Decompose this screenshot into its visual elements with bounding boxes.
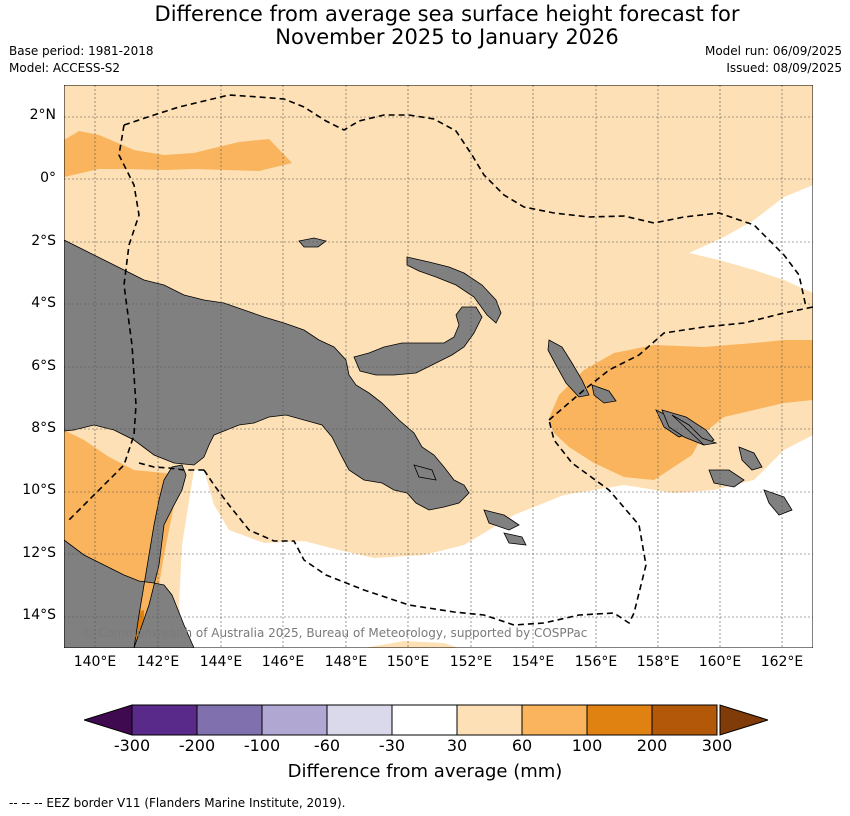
lat-label-0: 0°	[40, 170, 56, 186]
colorbar	[84, 704, 768, 736]
lat-label-4s: 4°S	[31, 295, 56, 311]
vanuatu-islands	[708, 446, 793, 516]
colorbar-tick: -30	[378, 736, 406, 755]
lat-label-2n: 2°N	[29, 107, 56, 123]
colorbar-bin	[261, 704, 328, 736]
lat-label-6s: 6°S	[31, 358, 56, 374]
lon-label-152e: 152°E	[449, 654, 493, 670]
colorbar-bin	[131, 704, 198, 736]
model-run-text: Model run: 06/09/2025	[704, 44, 842, 58]
colorbar-max-arrow	[719, 704, 768, 736]
anomaly-60-100-north	[64, 131, 292, 177]
title-line-1: Difference from average sea surface heig…	[154, 2, 740, 26]
title-line-2: November 2025 to January 2026	[275, 25, 619, 49]
colorbar-tick: 300	[701, 736, 733, 755]
lon-label-158e: 158°E	[636, 654, 680, 670]
meta-left: Base period: 1981-2018 Model: ACCESS-S2	[9, 43, 154, 77]
colorbar-bin	[456, 704, 523, 736]
colorbar-tick: -200	[178, 736, 216, 755]
colorbar-bin	[521, 704, 588, 736]
colorbar-tick: -60	[313, 736, 341, 755]
colorbar-bin	[586, 704, 653, 736]
colorbar-tick: -300	[113, 736, 151, 755]
lon-label-150e: 150°E	[386, 654, 430, 670]
graticule	[64, 85, 813, 648]
new-britain-land	[353, 306, 483, 376]
sea-level-map: © Commonwealth of Australia 2025, Bureau…	[64, 85, 813, 648]
australia-land	[64, 464, 195, 648]
eez-legend-text: -- -- -- EEZ border V11 (Flanders Marine…	[9, 796, 346, 810]
louisiade-islands	[413, 464, 527, 546]
base-period-text: Base period: 1981-2018	[9, 44, 154, 58]
new-guinea-land	[64, 239, 470, 511]
lon-label-144e: 144°E	[199, 654, 243, 670]
bougainville-land	[547, 339, 590, 398]
meta-right: Model run: 06/09/2025 Issued: 08/09/2025	[705, 43, 842, 77]
lat-label-2s: 2°S	[31, 233, 56, 249]
solomon-islands-4	[671, 414, 718, 446]
colorbar-bin	[196, 704, 263, 736]
neutral-area-west	[179, 470, 204, 648]
anomaly-60-100-solomon	[549, 340, 813, 480]
colorbar-bin	[391, 704, 458, 736]
colorbar-bin	[651, 704, 718, 736]
manus-island-land	[298, 237, 327, 248]
lat-label-12s: 12°S	[22, 545, 56, 561]
lon-label-156e: 156°E	[574, 654, 618, 670]
new-ireland-land	[406, 256, 502, 324]
colorbar-tick: -100	[243, 736, 281, 755]
lon-label-142e: 142°E	[136, 654, 180, 670]
colorbar-tick: 100	[571, 736, 603, 755]
colorbar-tick: 60	[511, 736, 533, 755]
map-title: Difference from average sea surface heig…	[0, 3, 850, 49]
lat-label-14s: 14°S	[22, 607, 56, 623]
colorbar-bin	[326, 704, 393, 736]
issued-text: Issued: 08/09/2025	[726, 61, 842, 75]
colorbar-min-arrow	[84, 704, 133, 736]
lat-label-10s: 10°S	[22, 482, 56, 498]
lon-label-146e: 146°E	[261, 654, 305, 670]
colorbar-tick: 30	[446, 736, 468, 755]
lon-label-148e: 148°E	[324, 654, 368, 670]
copyright-text: © Commonwealth of Australia 2025, Bureau…	[82, 626, 587, 640]
lon-label-154e: 154°E	[511, 654, 555, 670]
lon-label-140e: 140°E	[73, 654, 117, 670]
lon-label-160e: 160°E	[698, 654, 742, 670]
colorbar-tick: 200	[636, 736, 668, 755]
colorbar-label: Difference from average (mm)	[287, 761, 563, 782]
lon-label-162e: 162°E	[760, 654, 804, 670]
solomon-islands-1	[591, 384, 617, 404]
eez-borders	[68, 94, 813, 626]
model-text: Model: ACCESS-S2	[9, 61, 121, 75]
lat-label-8s: 8°S	[31, 420, 56, 436]
